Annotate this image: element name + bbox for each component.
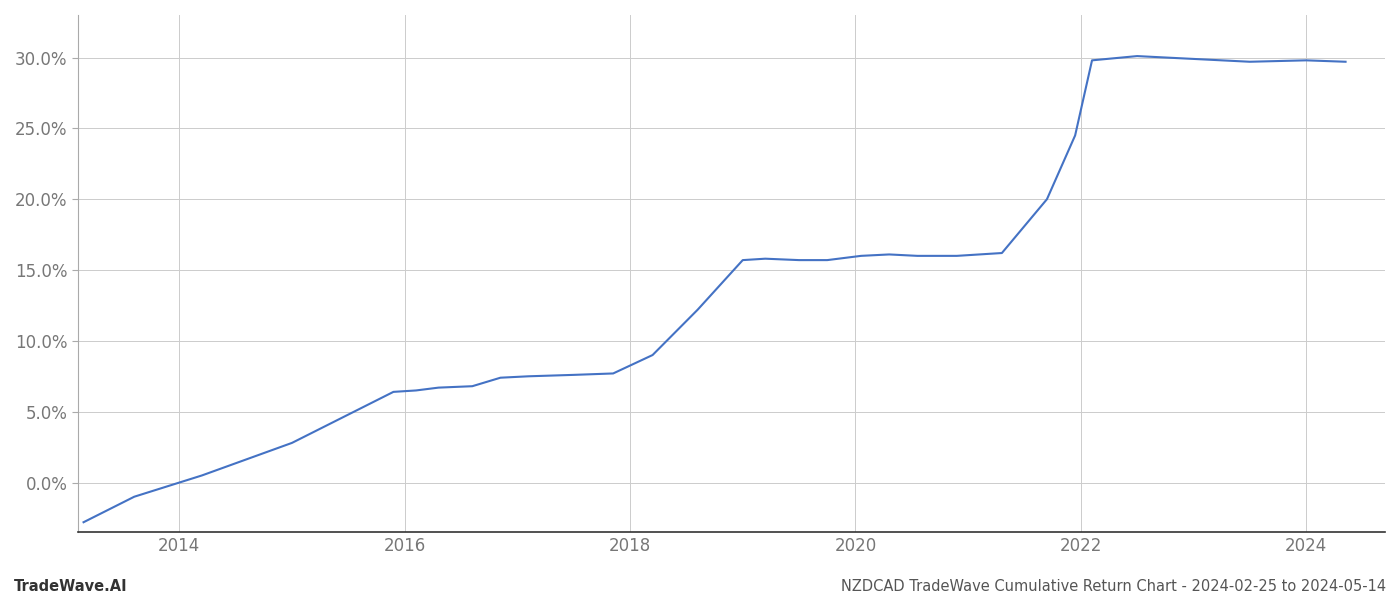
Text: NZDCAD TradeWave Cumulative Return Chart - 2024-02-25 to 2024-05-14: NZDCAD TradeWave Cumulative Return Chart…: [841, 579, 1386, 594]
Text: TradeWave.AI: TradeWave.AI: [14, 579, 127, 594]
